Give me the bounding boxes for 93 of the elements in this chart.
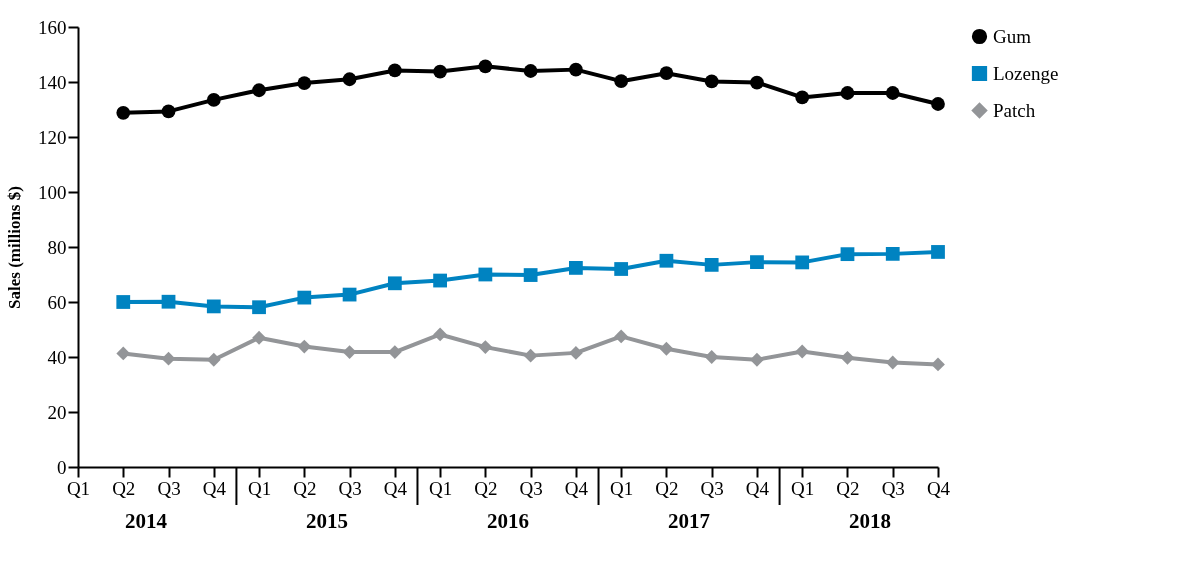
point <box>478 59 493 74</box>
x-tick-label: Q1 <box>428 477 453 499</box>
text: 2017 <box>668 509 711 533</box>
point <box>885 246 900 261</box>
y-tick-label: 20 <box>47 401 67 423</box>
point <box>659 341 674 356</box>
point <box>569 345 583 360</box>
point <box>704 257 719 272</box>
point <box>750 75 764 90</box>
x-tick-label: Q4 <box>202 477 227 499</box>
point <box>297 290 312 305</box>
legend-label: Gum <box>993 25 1032 47</box>
x-tick-label: Q4 <box>745 477 770 499</box>
point <box>931 357 945 372</box>
legend-label: Patch <box>993 99 1036 121</box>
point <box>795 90 810 105</box>
point <box>704 74 719 89</box>
point <box>342 345 357 359</box>
point <box>795 255 810 270</box>
y-tick-label: 40 <box>47 346 67 368</box>
point <box>116 105 131 120</box>
x-tick-label: Q2 <box>112 477 136 499</box>
point <box>750 352 764 367</box>
point <box>297 339 312 354</box>
point <box>478 340 493 354</box>
x-tick-label: Q1 <box>66 477 91 499</box>
x-tick-label: Q3 <box>157 477 181 499</box>
point <box>161 294 176 309</box>
point <box>523 64 538 78</box>
y-tick-label: 120 <box>38 126 67 148</box>
point <box>478 267 493 282</box>
point <box>840 86 855 100</box>
text: 2016 <box>487 509 529 533</box>
point <box>433 64 447 79</box>
point <box>387 276 402 291</box>
point <box>614 262 629 276</box>
point <box>659 66 674 81</box>
point <box>614 329 629 344</box>
point <box>433 273 447 288</box>
point <box>342 72 357 87</box>
point <box>885 86 900 100</box>
x-tick-label: Q4 <box>926 477 951 499</box>
point <box>840 247 855 262</box>
x-tick-label: Q4 <box>564 477 589 499</box>
x-tick-label: Q3 <box>519 477 543 499</box>
x-tick-label: Q2 <box>836 477 860 499</box>
y-tick-label: 60 <box>47 291 67 313</box>
point <box>116 346 131 361</box>
point <box>750 255 764 270</box>
text: 2015 <box>305 509 348 533</box>
x-tick-label: Q3 <box>700 477 724 499</box>
point <box>569 261 583 275</box>
point <box>206 352 221 367</box>
point <box>569 62 583 77</box>
text: 2014 <box>124 509 168 533</box>
text: 2018 <box>849 509 892 533</box>
x-tick-label: Q2 <box>474 477 498 499</box>
x-tick-label: Q4 <box>383 477 408 499</box>
point <box>840 350 855 365</box>
x-tick-label: Q2 <box>293 477 317 499</box>
point <box>931 245 945 259</box>
point <box>931 97 945 111</box>
x-tick-label: Q3 <box>338 477 362 499</box>
x-tick-label: Q2 <box>655 477 679 499</box>
x-tick-label: Q3 <box>881 477 905 499</box>
y-tick-label: 0 <box>57 456 67 478</box>
x-tick-label: Q1 <box>610 477 634 499</box>
point <box>523 268 538 282</box>
point <box>252 83 266 98</box>
point <box>161 104 176 119</box>
point <box>523 348 538 363</box>
y-tick-label: 140 <box>38 71 67 93</box>
point <box>252 330 266 345</box>
point <box>116 295 131 309</box>
point <box>297 76 312 90</box>
y-tick-label: 80 <box>47 236 67 258</box>
point <box>161 351 176 366</box>
point <box>252 300 266 315</box>
point <box>659 253 674 268</box>
point <box>885 355 900 370</box>
point <box>795 344 810 359</box>
y-tick-label: 160 <box>38 16 67 38</box>
point <box>704 350 719 364</box>
point <box>614 74 629 89</box>
point <box>387 63 402 78</box>
point <box>206 299 221 314</box>
point <box>433 327 447 342</box>
x-tick-label: Q1 <box>791 477 815 499</box>
x-tick-label: Q1 <box>247 477 272 499</box>
y-axis-title: Sales (millions $) <box>5 186 24 309</box>
legend-label: Lozenge <box>993 62 1059 84</box>
point <box>206 93 221 107</box>
y-tick-label: 100 <box>38 181 67 203</box>
